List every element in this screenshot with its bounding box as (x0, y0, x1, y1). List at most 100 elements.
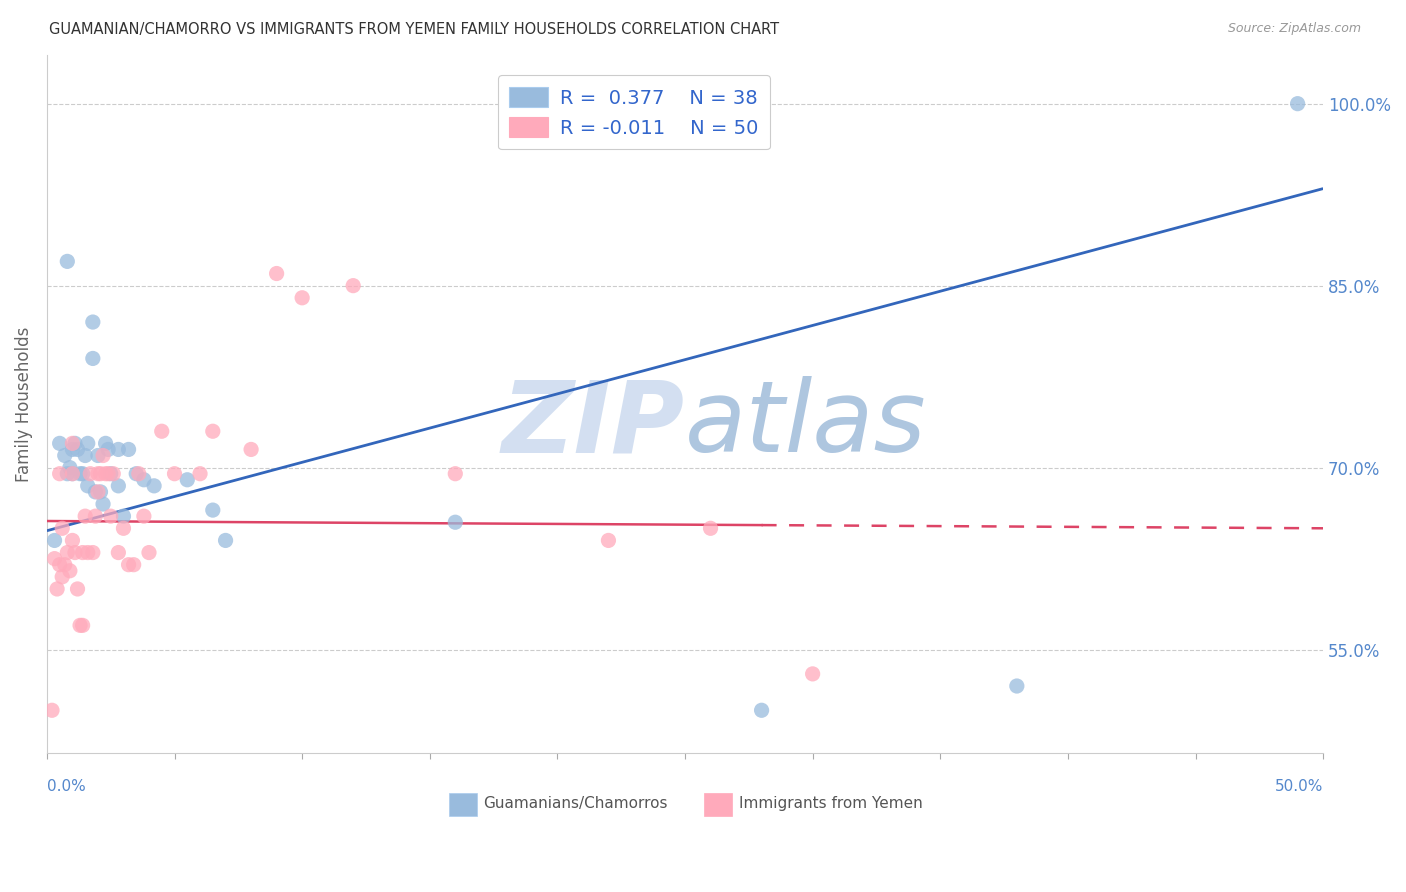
Point (76, 545, 98, 559)
Point (59, 460, 82, 475)
Point (56, 467, 79, 481)
Text: 50.0%: 50.0% (1275, 780, 1323, 795)
Point (598, 533, 620, 548)
Point (100, 509, 122, 524)
Point (87, 484, 110, 499)
Point (801, 666, 824, 681)
Text: GUAMANIAN/CHAMORRO VS IMMIGRANTS FROM YEMEN FAMILY HOUSEHOLDS CORRELATION CHART: GUAMANIAN/CHAMORRO VS IMMIGRANTS FROM YE… (49, 22, 779, 37)
Point (214, 533, 236, 548)
Point (48, 558, 70, 572)
Point (117, 558, 139, 572)
Point (76, 436, 98, 450)
Point (84, 509, 107, 524)
Point (51, 521, 73, 535)
Point (201, 503, 224, 517)
Point (103, 467, 125, 481)
Point (51, 570, 73, 584)
Point (128, 467, 150, 481)
FancyBboxPatch shape (704, 793, 733, 815)
Point (56, 254, 79, 268)
Point (75, 449, 97, 463)
Point (53, 558, 76, 572)
Point (87, 467, 110, 481)
Point (201, 424, 224, 438)
Point (132, 473, 155, 487)
Point (56, 545, 79, 559)
Point (66, 582, 89, 596)
Point (44, 551, 66, 566)
Point (69, 467, 91, 481)
Point (53, 449, 76, 463)
Point (97, 467, 120, 481)
Point (150, 424, 173, 438)
Point (41, 703, 63, 717)
Point (82, 315, 104, 329)
Point (72, 467, 94, 481)
Point (62, 442, 84, 457)
Text: 0.0%: 0.0% (46, 780, 86, 795)
Point (132, 509, 155, 524)
Point (291, 291, 314, 305)
Point (63, 436, 86, 450)
Point (62, 467, 84, 481)
Point (163, 467, 186, 481)
Point (79, 467, 101, 481)
Point (62, 467, 84, 481)
Point (69, 618, 91, 632)
Text: Immigrants from Yemen: Immigrants from Yemen (738, 797, 922, 811)
Point (125, 467, 148, 481)
Point (1005, 679, 1028, 693)
Point (62, 436, 84, 450)
Point (48, 467, 70, 481)
Point (112, 521, 135, 535)
Point (100, 467, 122, 481)
Point (89, 484, 111, 499)
Text: Source: ZipAtlas.com: Source: ZipAtlas.com (1227, 22, 1361, 36)
Point (94, 436, 117, 450)
Point (44, 533, 66, 548)
Point (117, 442, 139, 457)
Point (87, 449, 110, 463)
Point (138, 545, 160, 559)
Point (112, 509, 135, 524)
Point (84, 484, 107, 499)
Point (751, 703, 773, 717)
Point (176, 473, 198, 487)
Point (122, 558, 145, 572)
Point (62, 533, 84, 548)
Point (72, 618, 94, 632)
FancyBboxPatch shape (449, 793, 477, 815)
Point (240, 442, 263, 457)
Point (46, 582, 69, 596)
Point (266, 267, 288, 281)
Point (59, 564, 82, 578)
Text: atlas: atlas (685, 376, 927, 474)
Point (48, 436, 70, 450)
Y-axis label: Family Households: Family Households (15, 326, 32, 482)
Point (82, 545, 104, 559)
Text: ZIP: ZIP (502, 376, 685, 474)
Point (76, 479, 98, 493)
Point (444, 467, 467, 481)
Point (91, 449, 114, 463)
Point (107, 545, 129, 559)
Point (444, 515, 467, 529)
Point (89, 467, 111, 481)
Point (699, 521, 721, 535)
Point (75, 509, 97, 524)
Point (63, 545, 86, 559)
Point (72, 545, 94, 559)
Point (66, 442, 89, 457)
Point (143, 479, 166, 493)
Point (107, 442, 129, 457)
Point (91, 497, 114, 511)
Point (107, 479, 129, 493)
Point (82, 351, 104, 366)
Point (342, 278, 364, 293)
Point (97, 442, 120, 457)
Text: Guamanians/Chamorros: Guamanians/Chamorros (484, 797, 668, 811)
Point (94, 467, 117, 481)
Point (188, 467, 211, 481)
Legend: R =  0.377    N = 38, R = -0.011    N = 50: R = 0.377 N = 38, R = -0.011 N = 50 (498, 75, 770, 150)
Point (1286, 96, 1309, 111)
